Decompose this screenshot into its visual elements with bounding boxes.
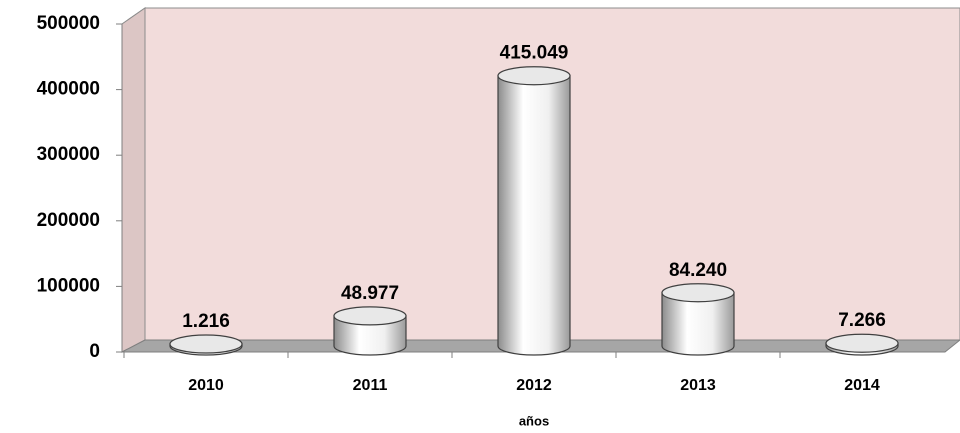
data-label: 84.240 — [669, 260, 727, 281]
cylinder-top — [661, 283, 735, 303]
cylinder — [497, 75, 571, 356]
data-label: 48.977 — [341, 283, 399, 304]
x-tick-label: 2013 — [680, 377, 716, 394]
cylinder-top — [169, 334, 243, 354]
data-label: 7.266 — [838, 310, 886, 331]
x-tick-label: 2014 — [844, 377, 880, 394]
cylinder-top — [825, 333, 899, 353]
y-tick-label: 400000 — [37, 79, 100, 100]
y-tick-label: 100000 — [37, 275, 100, 296]
x-tick-label: 2012 — [516, 377, 552, 394]
data-label: 415.049 — [500, 43, 569, 64]
x-axis-title: años — [519, 413, 549, 428]
cylinder — [333, 315, 407, 356]
y-tick-label: 0 — [89, 341, 100, 362]
y-tick-label: 200000 — [37, 210, 100, 231]
side-wall — [121, 7, 146, 353]
x-tick-label: 2011 — [353, 377, 388, 394]
data-label: 1.216 — [182, 311, 230, 332]
x-tick-label: 2010 — [188, 377, 224, 394]
cylinder-top — [497, 66, 571, 86]
y-tick-label: 500000 — [37, 13, 100, 34]
y-tick-label: 300000 — [37, 144, 100, 165]
cylinder-top — [333, 306, 407, 326]
cylinder — [661, 292, 735, 356]
